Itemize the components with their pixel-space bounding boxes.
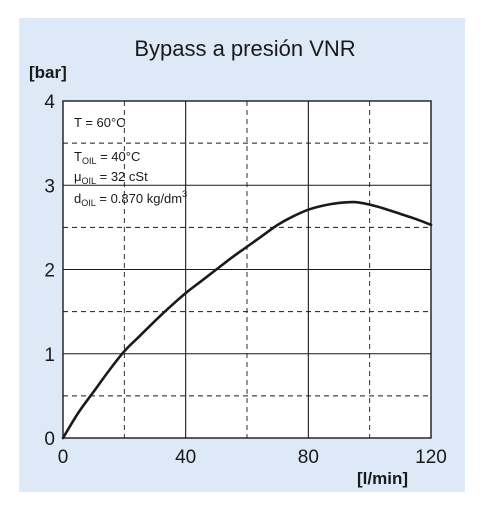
y-tick-label: 4 xyxy=(44,92,55,113)
y-tick-label: 2 xyxy=(44,261,55,282)
annotation-oil-viscosity: μOIL = 32 cSt xyxy=(74,169,148,186)
y-tick-label: 1 xyxy=(44,345,55,366)
y-tick-label: 3 xyxy=(44,176,55,197)
chart: Bypass a presión VNR [bar] [l/min] 0 40 80… xyxy=(29,36,447,488)
plot-area xyxy=(61,100,433,440)
x-tick-label: 0 xyxy=(58,447,69,468)
tick-labels: 0 40 80 120 0 1 2 3 4 xyxy=(44,92,446,468)
y-axis-label: [bar] xyxy=(29,63,67,82)
chart-title: Bypass a presión VNR xyxy=(134,36,355,61)
annotation-oil-temperature: TOIL = 40°C xyxy=(74,149,140,166)
x-tick-label: 120 xyxy=(415,447,447,468)
plot-frame xyxy=(62,100,432,439)
x-axis-label: [l/min] xyxy=(357,469,408,488)
x-tick-label: 40 xyxy=(175,447,196,468)
annotations: T = 60°C TOIL = 40°C μOIL = 32 cSt dOIL … xyxy=(74,115,187,208)
grid xyxy=(63,101,431,438)
chart-panel: Bypass a presión VNR [bar] [l/min] 0 40 80… xyxy=(19,18,465,492)
annotation-oil-density: dOIL = 0.870 kg/dm3 xyxy=(74,189,187,208)
y-tick-label: 0 xyxy=(44,429,55,450)
annotation-temperature: T = 60°C xyxy=(74,115,126,130)
series-line xyxy=(61,200,433,440)
x-tick-label: 80 xyxy=(298,447,319,468)
